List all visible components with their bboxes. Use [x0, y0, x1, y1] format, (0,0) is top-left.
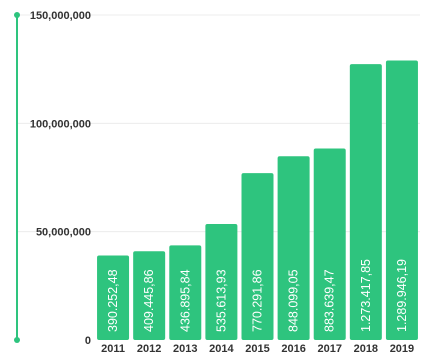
bar-value-label: 883.639,47: [323, 269, 337, 332]
bar-value-label: 1.273.417,85: [359, 259, 373, 332]
y-axis-top-marker: [14, 12, 20, 18]
y-tick-label: 100,000,000: [30, 118, 91, 130]
x-tick-label: 2014: [209, 343, 234, 355]
bar-value-label: 390.252,48: [106, 269, 120, 332]
x-tick-label: 2019: [390, 343, 414, 355]
x-tick-label: 2015: [245, 343, 269, 355]
bar-2018: [349, 64, 382, 340]
y-tick-labels: 0 50,000,000 100,000,000 150,000,000: [30, 10, 91, 347]
bar-value-labels: 390.252,48 409.445,86 436.895,84 535.613,93…: [106, 259, 409, 332]
bar-2014: [205, 223, 238, 340]
x-tick-label: 2018: [354, 343, 378, 355]
bar-2016: [277, 156, 310, 340]
y-tick-label: 150,000,000: [30, 10, 91, 22]
x-tick-label: 2013: [173, 343, 197, 355]
x-tick-labels: 2011 2012 2013 2014 2015 2016 2017 2018 2019: [101, 343, 414, 355]
y-axis-bottom-marker: [14, 337, 20, 343]
bar-2011: [97, 255, 130, 340]
bar-2012: [133, 251, 166, 340]
bar-value-label: 409.445,86: [142, 269, 156, 332]
bar-2013: [169, 245, 202, 340]
x-tick-label: 2016: [281, 343, 305, 355]
y-tick-label: 50,000,000: [36, 227, 91, 239]
x-tick-label: 2012: [137, 343, 161, 355]
bar-2019: [385, 60, 418, 340]
bar-value-label: 848.099,05: [287, 269, 301, 332]
bar-value-label: 535.613,93: [214, 269, 228, 332]
y-axis: [14, 12, 20, 343]
bars: [97, 60, 418, 340]
bar-value-label: 1.289.946,19: [395, 259, 409, 332]
bar-value-label: 436.895,84: [178, 269, 192, 332]
x-tick-label: 2017: [317, 343, 341, 355]
bar-value-label: 770.291,86: [251, 269, 265, 332]
bar-2015: [241, 173, 274, 340]
y-tick-label: 0: [85, 335, 91, 347]
x-tick-label: 2011: [101, 343, 125, 355]
bar-2017: [313, 148, 346, 340]
